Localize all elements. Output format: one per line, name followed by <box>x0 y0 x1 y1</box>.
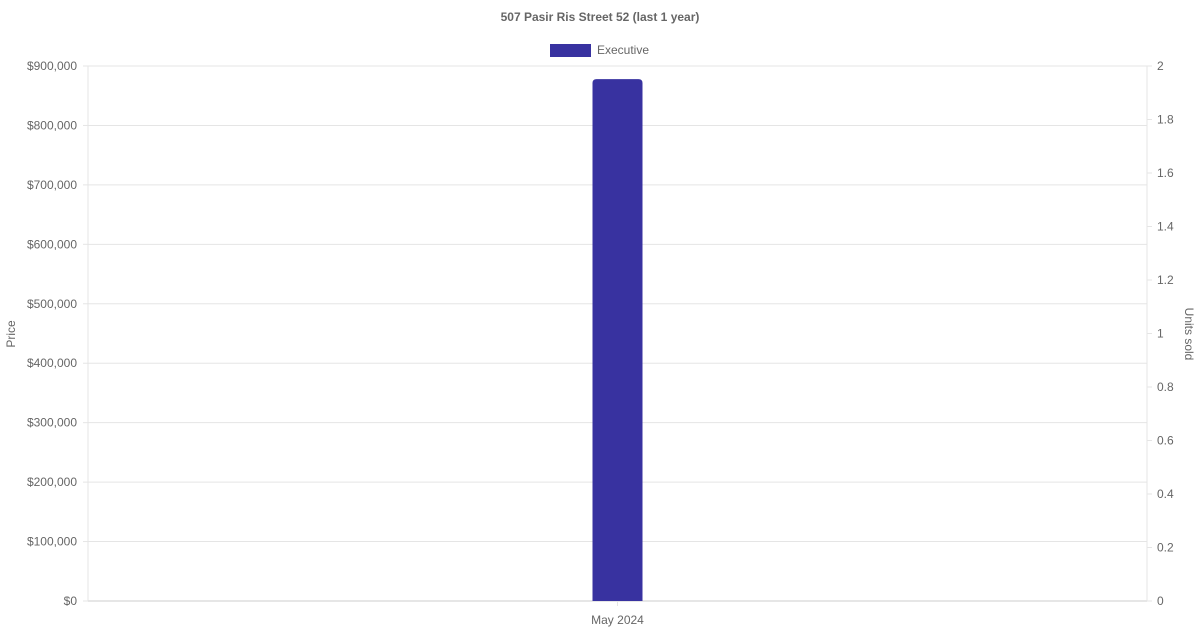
legend[interactable]: Executive <box>550 43 650 57</box>
y2-tick-label: 1 <box>1157 327 1164 341</box>
chart-title: 507 Pasir Ris Street 52 (last 1 year) <box>501 10 700 24</box>
y2-tick-label: 1.6 <box>1157 166 1174 180</box>
x-tick-label: May 2024 <box>591 613 644 627</box>
y-tick-label: $400,000 <box>27 356 77 370</box>
y2-tick-label: 2 <box>1157 59 1164 73</box>
y2-tick-label: 0.2 <box>1157 541 1174 555</box>
y-tick-label: $500,000 <box>27 297 77 311</box>
y2-tick-label: 1.4 <box>1157 220 1174 234</box>
y-tick-label: $0 <box>64 594 78 608</box>
y-tick-label: $100,000 <box>27 535 77 549</box>
y-tick-label: $300,000 <box>27 416 77 430</box>
y2-tick-label: 0.4 <box>1157 487 1174 501</box>
y2-tick-label: 1.8 <box>1157 113 1174 127</box>
bar[interactable] <box>592 79 643 602</box>
y-tick-label: $700,000 <box>27 178 77 192</box>
y-tick-label: $800,000 <box>27 118 77 132</box>
legend-swatch <box>550 44 591 57</box>
y-tick-label: $200,000 <box>27 475 77 489</box>
y-axis-label: Price <box>4 320 18 348</box>
y-tick-label: $900,000 <box>27 59 77 73</box>
y2-tick-label: 0.8 <box>1157 380 1174 394</box>
y-tick-label: $600,000 <box>27 237 77 251</box>
legend-label: Executive <box>597 43 649 57</box>
y2-tick-label: 1.2 <box>1157 273 1174 287</box>
y2-tick-label: 0.6 <box>1157 434 1174 448</box>
y2-tick-label: 0 <box>1157 594 1164 608</box>
y2-axis-label: Units sold <box>1182 308 1196 361</box>
